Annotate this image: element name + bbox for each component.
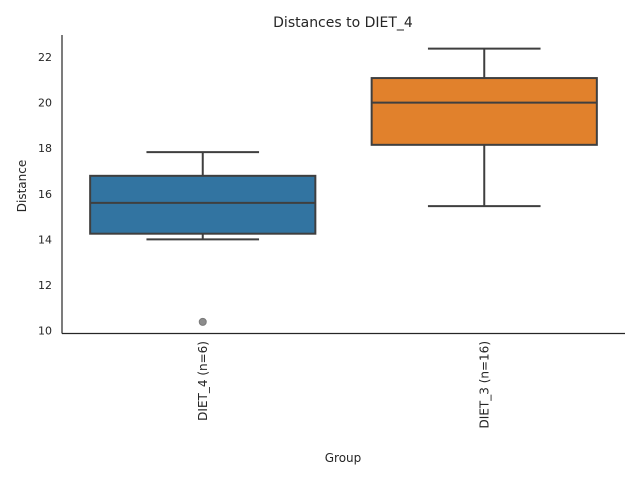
y-axis-label: Distance xyxy=(15,160,29,212)
outlier-point xyxy=(198,317,207,326)
y-tick-label: 16 xyxy=(38,188,52,201)
x-tick-label: DIET_4 (n=6) xyxy=(196,341,210,421)
y-tick-label: 14 xyxy=(38,233,52,246)
y-tick-label: 10 xyxy=(38,325,52,338)
y-tick-label: 20 xyxy=(38,97,52,110)
y-tick-label: 22 xyxy=(38,51,52,64)
box-1 xyxy=(89,174,317,235)
y-tick-label: 18 xyxy=(38,142,52,155)
chart-title: Distances to DIET_4 xyxy=(273,15,413,31)
x-tick-label: DIET_3 (n=16) xyxy=(477,341,491,428)
box-2 xyxy=(370,77,598,146)
y-tick-label: 12 xyxy=(38,279,52,292)
x-axis-label: Group xyxy=(325,451,362,465)
